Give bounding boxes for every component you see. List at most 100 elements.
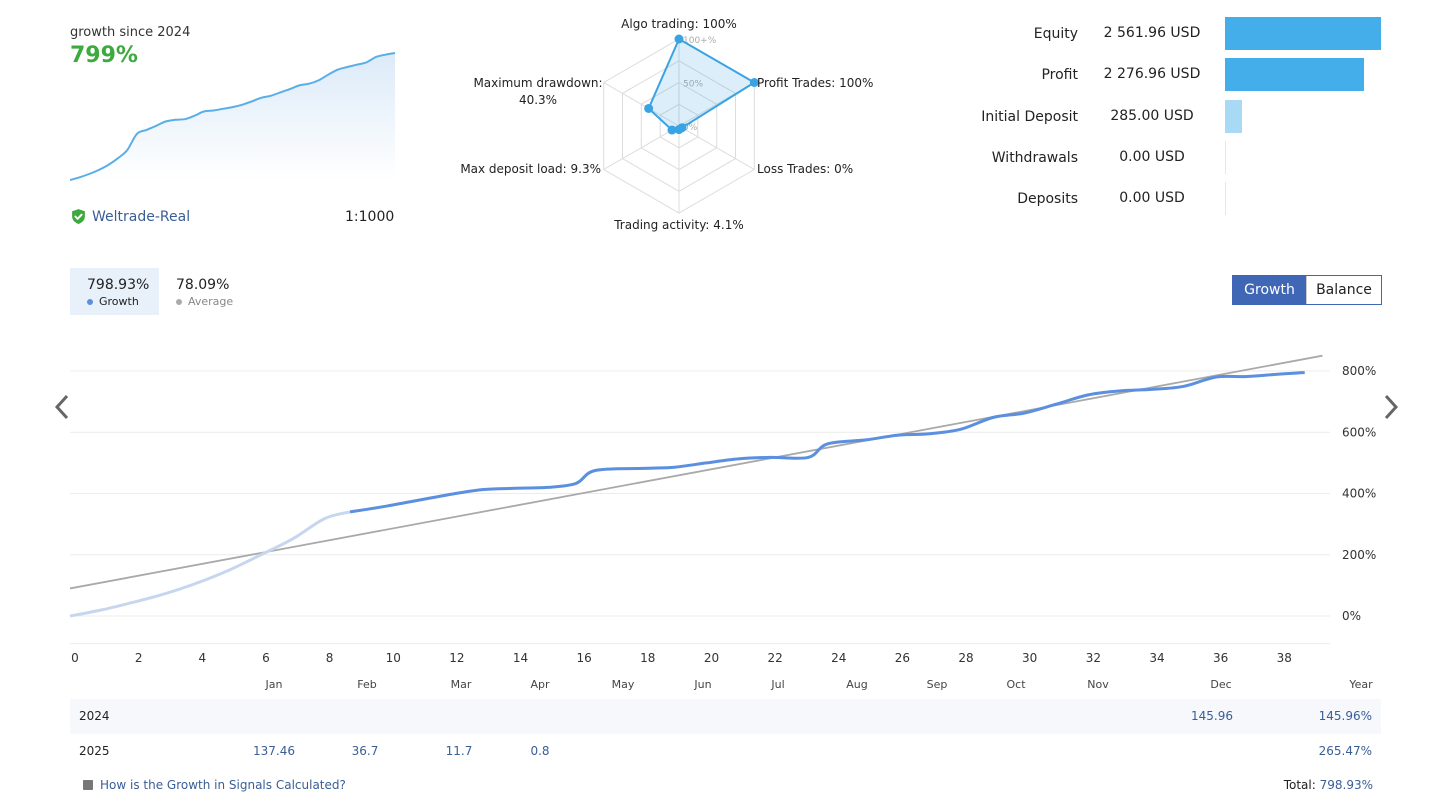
growth-line-early [69, 510, 351, 618]
y-tick-label: 800% [1342, 364, 1376, 378]
yearly-growth-table: 2024 145.96 145.96% 2025 137.46 36.7 11.7 0.8 26… [70, 699, 1381, 769]
radar-spoke [603, 82, 680, 127]
x-tick-label: 18 [640, 651, 655, 665]
radar-label-activity: Trading activity: 4.1% [613, 218, 744, 232]
yearly-row: 2025 137.46 36.7 11.7 0.8 265.47% [70, 734, 1381, 769]
month-label: Aug [846, 678, 867, 691]
mini-chart-line [70, 52, 396, 181]
stat-value: 0.00 USD [1119, 190, 1185, 207]
x-tick-label: 24 [831, 651, 846, 665]
month-label: Sep [927, 678, 948, 691]
growth-chart: 800%600%400%200%0%0 2 4 6 8 10 12 14 16 18 20 22 24 2… [69, 354, 1376, 691]
month-label: Jul [770, 678, 784, 691]
chevron-right-icon[interactable] [1381, 393, 1401, 421]
radar-point [644, 103, 654, 113]
tab-growth[interactable]: 798.93% Growth [70, 268, 159, 315]
month-label: Jun [693, 678, 711, 691]
x-tick-label: 16 [577, 651, 592, 665]
radar-spoke [678, 125, 755, 170]
year-label: 2025 [79, 744, 110, 758]
shield-check-icon [72, 209, 85, 224]
month-growth-value: 11.7 [445, 744, 473, 758]
x-tick-label: 22 [767, 651, 782, 665]
stat-bar [1225, 17, 1381, 50]
x-tick-label: 30 [1022, 651, 1037, 665]
tab-average-label: Average [188, 295, 234, 308]
radar-label-load: Max deposit load: 9.3% [460, 162, 601, 176]
month-growth-value: 137.46 [253, 744, 295, 758]
x-tick-label: 12 [449, 651, 464, 665]
growth-dot-icon [87, 298, 93, 305]
radar-point [749, 78, 759, 87]
radar-scale-label: 50% [683, 80, 703, 90]
stat-row-initial-deposit: Initial Deposit 285.00 USD [960, 99, 1390, 134]
x-tick-label: 20 [704, 651, 719, 665]
radar-spoke [603, 125, 680, 170]
month-label: Nov [1087, 678, 1109, 691]
average-line [69, 354, 1323, 590]
radar-scale-label: 0% [683, 123, 698, 133]
total-value: 798.93% [1319, 778, 1373, 792]
stat-bar [1225, 99, 1243, 133]
radar-label-profit: Profit Trades: 100% [757, 76, 873, 90]
x-tick-label: 0 [71, 651, 79, 665]
x-tick-label: 26 [895, 651, 910, 665]
yearly-row: 2024 145.96 145.96% [70, 699, 1381, 734]
balance-toggle-button[interactable]: Balance [1306, 276, 1381, 304]
month-label: Jan [265, 678, 283, 691]
x-tick-label: 8 [326, 651, 334, 665]
stat-value: 0.00 USD [1119, 148, 1185, 165]
x-tick-label: 34 [1149, 651, 1164, 665]
year-total-value: 265.47% [1318, 744, 1372, 758]
month-growth-value: 145.96 [1191, 709, 1233, 723]
stat-bar [1225, 140, 1226, 174]
month-label: Year [1348, 678, 1373, 691]
x-tick-label: 4 [198, 651, 206, 665]
broker-link[interactable]: Weltrade-Real [70, 208, 190, 225]
stat-bar [1225, 182, 1226, 216]
x-tick-label: 28 [958, 651, 973, 665]
chevron-left-icon[interactable] [52, 393, 72, 421]
stat-label: Profit [1041, 67, 1078, 84]
total-label: Total: [1283, 778, 1316, 792]
month-label: Dec [1210, 678, 1231, 691]
average-dot-icon [176, 298, 182, 305]
radar-label-algo: Algo trading: 100% [621, 17, 737, 31]
x-tick-label: 32 [1086, 651, 1101, 665]
stat-label: Equity [1033, 26, 1078, 42]
growth-line [349, 371, 1305, 514]
chart-mode-toggle: Growth Balance [1232, 275, 1382, 305]
x-tick-label: 10 [386, 651, 401, 665]
radar-point [667, 125, 677, 135]
stat-label: Deposits [1017, 191, 1078, 208]
broker-name: Weltrade-Real [92, 208, 191, 225]
stat-value: 2 276.96 USD [1103, 66, 1201, 83]
radar-scale-label: 100+% [683, 36, 717, 46]
month-label: Oct [1006, 678, 1026, 691]
stat-row-equity: Equity 2 561.96 USD [960, 17, 1390, 51]
growth-calculation-link[interactable]: How is the Growth in Signals Calculated? [83, 778, 346, 792]
y-tick-label: 400% [1342, 487, 1376, 501]
tab-average[interactable]: 78.09% Average [165, 268, 245, 315]
stat-row-withdrawals: Withdrawals 0.00 USD [960, 140, 1390, 175]
radar-label-loss: Loss Trades: 0% [757, 162, 853, 176]
month-label: Mar [451, 678, 472, 691]
stat-row-profit: Profit 2 276.96 USD [960, 58, 1390, 92]
year-total-value: 145.96% [1318, 709, 1372, 723]
month-label: Feb [357, 678, 376, 691]
leverage-value: 1:1000 [345, 209, 395, 225]
tab-growth-value: 798.93% [87, 277, 150, 293]
stat-label: Withdrawals [991, 149, 1078, 166]
radar-value-polygon [647, 37, 757, 132]
info-book-icon [83, 780, 93, 790]
month-label: May [612, 678, 635, 691]
growth-toggle-button[interactable]: Growth [1233, 276, 1306, 304]
radar-point [674, 34, 684, 44]
x-tick-label: 14 [513, 651, 528, 665]
year-label: 2024 [79, 709, 110, 723]
stat-value: 2 561.96 USD [1103, 25, 1201, 41]
tab-growth-label: Growth [99, 295, 139, 308]
growth-value: 799% [70, 43, 138, 68]
total-growth: Total: 798.93% [1284, 778, 1373, 792]
mini-chart-area [70, 53, 395, 180]
